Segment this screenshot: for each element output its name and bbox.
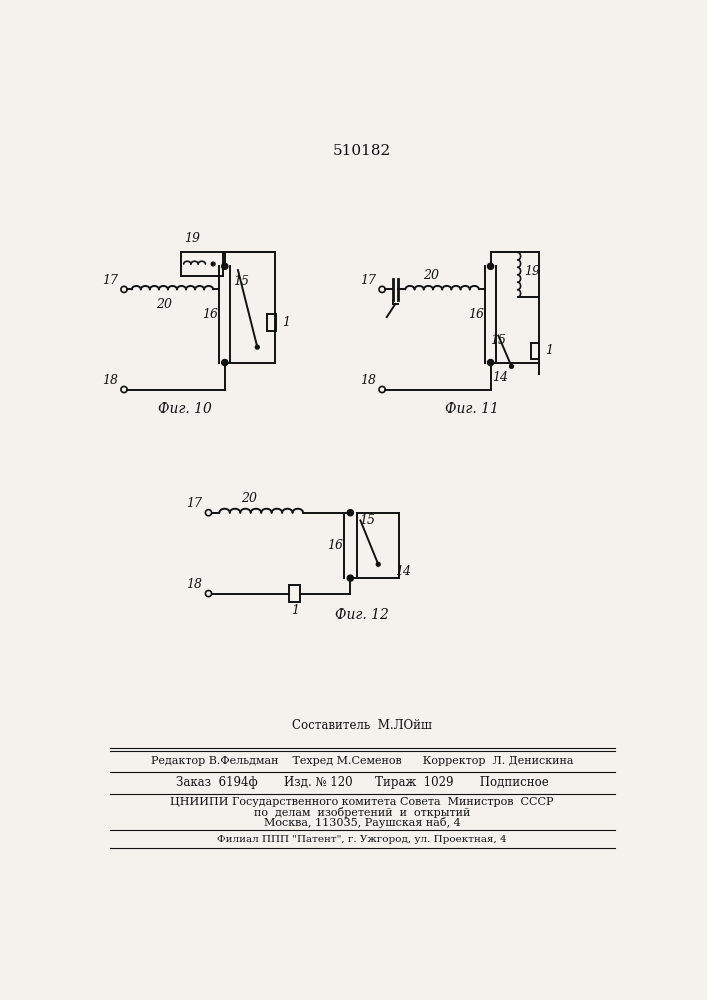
Text: 15: 15 [233, 275, 249, 288]
Text: 1: 1 [546, 344, 554, 358]
Circle shape [222, 359, 228, 366]
Bar [267, 314, 276, 331]
Circle shape [347, 510, 354, 516]
Text: 1: 1 [291, 604, 299, 617]
Circle shape [376, 562, 380, 566]
Text: 1: 1 [282, 316, 290, 329]
Text: Фиг. 12: Фиг. 12 [335, 608, 389, 622]
Text: Фиг. 11: Фиг. 11 [445, 402, 499, 416]
Text: 18: 18 [102, 374, 118, 387]
Circle shape [255, 345, 259, 349]
Text: 16: 16 [468, 308, 484, 321]
Text: 18: 18 [187, 578, 202, 591]
Text: 17: 17 [187, 497, 202, 510]
Text: 20: 20 [423, 269, 439, 282]
Text: 14: 14 [492, 371, 508, 384]
Circle shape [211, 262, 215, 266]
Text: Составитель  М.ЛОйш: Составитель М.ЛОйш [292, 719, 432, 732]
Text: 20: 20 [156, 298, 173, 311]
Text: 16: 16 [327, 539, 343, 552]
Text: 19: 19 [185, 232, 200, 245]
Bar [530, 343, 539, 359]
Text: Редактор В.Фельдман    Техред М.Семенов      Корректор  Л. Денискина: Редактор В.Фельдман Техред М.Семенов Кор… [151, 756, 573, 766]
Text: 18: 18 [360, 374, 376, 387]
Text: 19: 19 [524, 265, 539, 278]
Text: по  делам  изобретений  и  открытий: по делам изобретений и открытий [254, 807, 470, 818]
Text: ЦНИИПИ Государственного комитета Совета  Министров  СССР: ЦНИИПИ Государственного комитета Совета … [170, 797, 554, 807]
Text: 15: 15 [359, 514, 375, 527]
Text: Заказ  6194ф       Изд. № 120      Тираж  1029       Подписное: Заказ 6194ф Изд. № 120 Тираж 1029 Подпис… [175, 776, 549, 789]
Circle shape [510, 364, 513, 368]
Text: Филиал ППП "Патент", г. Ужгород, ул. Проектная, 4: Филиал ППП "Патент", г. Ужгород, ул. Про… [217, 835, 507, 844]
Text: Москва, 113035, Раушская наб, 4: Москва, 113035, Раушская наб, 4 [264, 817, 460, 828]
Circle shape [347, 575, 354, 581]
Bar [289, 585, 300, 602]
Text: 17: 17 [102, 274, 118, 287]
Text: Фиг. 10: Фиг. 10 [158, 402, 212, 416]
Text: 14: 14 [395, 565, 411, 578]
Circle shape [222, 263, 228, 269]
Text: 16: 16 [202, 308, 218, 321]
Text: 20: 20 [240, 492, 257, 505]
Circle shape [488, 263, 493, 269]
Circle shape [488, 359, 493, 366]
Text: 510182: 510182 [333, 144, 391, 158]
Text: 15: 15 [491, 334, 506, 347]
Text: 17: 17 [360, 274, 376, 287]
